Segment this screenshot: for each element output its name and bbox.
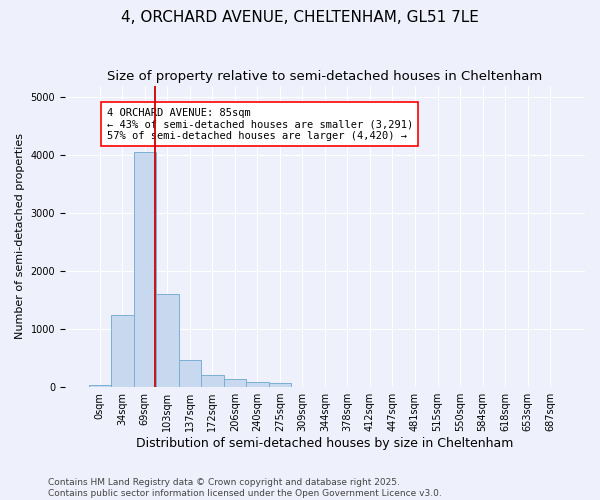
Title: Size of property relative to semi-detached houses in Cheltenham: Size of property relative to semi-detach… [107,70,542,83]
Bar [111,314,134,387]
X-axis label: Distribution of semi-detached houses by size in Cheltenham: Distribution of semi-detached houses by … [136,437,514,450]
Bar [224,379,246,387]
Bar [134,152,156,387]
Text: 4, ORCHARD AVENUE, CHELTENHAM, GL51 7LE: 4, ORCHARD AVENUE, CHELTENHAM, GL51 7LE [121,10,479,25]
Text: Contains HM Land Registry data © Crown copyright and database right 2025.
Contai: Contains HM Land Registry data © Crown c… [48,478,442,498]
Bar [156,294,179,387]
Text: 4 ORCHARD AVENUE: 85sqm
← 43% of semi-detached houses are smaller (3,291)
57% of: 4 ORCHARD AVENUE: 85sqm ← 43% of semi-de… [107,108,413,141]
Bar [201,375,224,387]
Bar [269,384,291,387]
Y-axis label: Number of semi-detached properties: Number of semi-detached properties [15,134,25,340]
Bar [89,386,111,387]
Bar [291,386,314,387]
Bar [246,382,269,387]
Bar [179,360,201,387]
